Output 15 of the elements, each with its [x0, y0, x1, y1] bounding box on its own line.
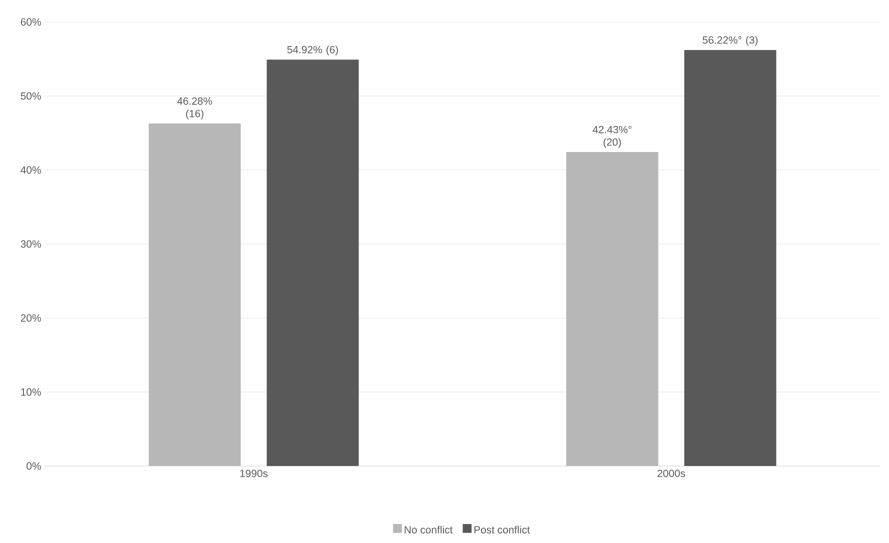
- data-label: 46.28% (16): [177, 97, 212, 120]
- data-label: 56.22%° (3): [702, 36, 758, 46]
- legend-label: No conflict: [404, 526, 453, 534]
- x-tick-label: 1990s: [240, 470, 268, 478]
- y-tick-label: 40%: [20, 166, 41, 174]
- y-tick-label: 30%: [20, 240, 41, 248]
- y-tick-label: 0%: [26, 462, 41, 470]
- legend-label: Post conflict: [474, 526, 530, 534]
- data-label: 54.92% (6): [287, 46, 338, 56]
- data-label: 42.43%° (20): [592, 126, 632, 148]
- y-tick-label: 50%: [20, 92, 41, 100]
- y-tick-label: 10%: [21, 388, 41, 396]
- y-tick-label: 20%: [20, 314, 41, 322]
- x-tick-label: 2000s: [658, 470, 686, 478]
- y-tick-label: 60%: [20, 18, 41, 26]
